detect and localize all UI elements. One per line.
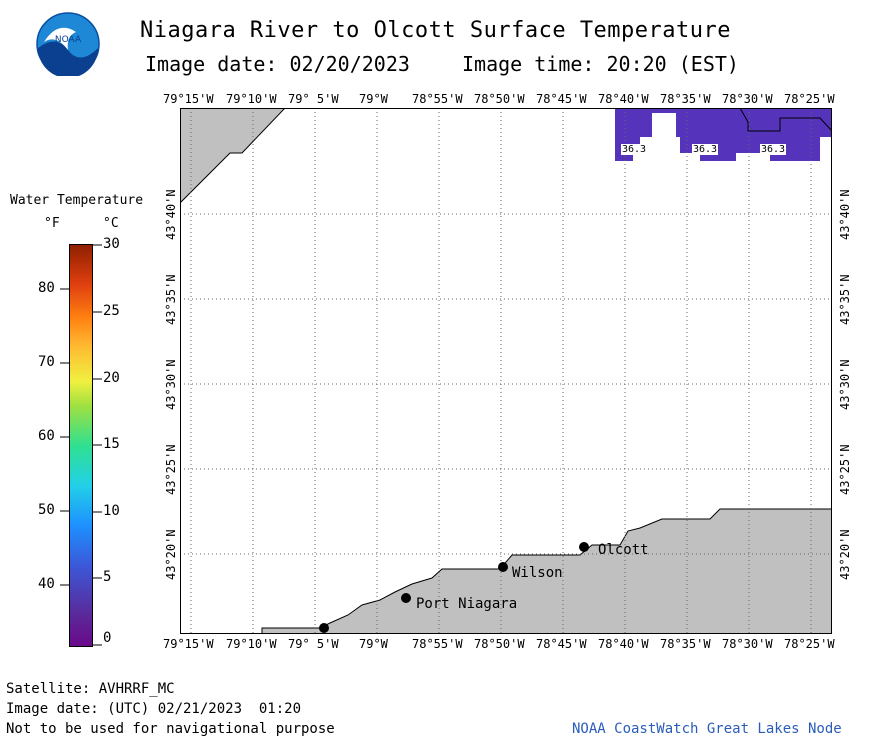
lon-top-8: 78°35'W <box>660 92 711 106</box>
credit-label: NOAA CoastWatch Great Lakes Node <box>572 721 842 737</box>
lat-left-4: 43°20'N <box>164 529 178 580</box>
lon-bottom-5: 78°50'W <box>474 637 525 651</box>
scale-c-20: 20 <box>103 370 120 386</box>
noaa-logo: NOAA <box>36 12 100 78</box>
scale-f-40: 40 <box>38 576 55 592</box>
utc-date-label: Image date: (UTC) 02/21/2023 01:20 <box>6 701 302 717</box>
lon-top-9: 78°30'W <box>722 92 773 106</box>
lon-top-7: 78°40'W <box>598 92 649 106</box>
color-scale-bar <box>69 244 93 647</box>
lon-bottom-4: 78°55'W <box>412 637 463 651</box>
lon-top-1: 79°10'W <box>226 92 277 106</box>
scale-f-80: 80 <box>38 280 55 296</box>
satellite-label: Satellite: AVHRRF_MC <box>6 681 175 697</box>
city-label-wilson: Wilson <box>512 565 563 581</box>
color-scale-ticks <box>60 244 104 646</box>
lon-bottom-8: 78°35'W <box>660 637 711 651</box>
logo-text: NOAA <box>55 35 82 45</box>
image-time: Image time: 20:20 (EST) <box>462 52 739 76</box>
temp-value-3: 36.3 <box>760 144 787 155</box>
lon-bottom-10: 78°25'W <box>784 637 835 651</box>
image-date: Image date: 02/20/2023 <box>145 52 410 76</box>
scale-c-0: 0 <box>103 630 112 646</box>
lon-top-5: 78°50'W <box>474 92 525 106</box>
lon-bottom-1: 79°10'W <box>226 637 277 651</box>
lon-top-3: 79°W <box>359 92 388 106</box>
city-dot-wilson <box>498 562 508 572</box>
lat-left-3: 43°25'N <box>164 444 178 495</box>
lat-right-1: 43°35'N <box>838 274 852 325</box>
lon-bottom-2: 79° 5'W <box>288 637 339 651</box>
scale-c-5: 5 <box>103 569 112 585</box>
lon-top-2: 79° 5'W <box>288 92 339 106</box>
scale-f-70: 70 <box>38 354 55 370</box>
scale-c-10: 10 <box>103 503 120 519</box>
temp-value-2: 36.3 <box>692 144 719 155</box>
scale-f-60: 60 <box>38 428 55 444</box>
temp-value-1: 36.3 <box>621 144 648 155</box>
scale-c-15: 15 <box>103 436 120 452</box>
lon-top-10: 78°25'W <box>784 92 835 106</box>
lon-bottom-3: 79°W <box>359 637 388 651</box>
scale-c-25: 25 <box>103 303 120 319</box>
city-dot-olcott <box>579 542 589 552</box>
lat-right-3: 43°25'N <box>838 444 852 495</box>
disclaimer-label: Not to be used for navigational purpose <box>6 721 335 737</box>
lat-right-4: 43°20'N <box>838 529 852 580</box>
lat-right-0: 43°40'N <box>838 189 852 240</box>
scale-c-30: 30 <box>103 236 120 252</box>
city-label-olcott: Olcott <box>598 542 649 558</box>
scale-f-50: 50 <box>38 502 55 518</box>
city-label-port-niagara: Port Niagara <box>416 596 518 612</box>
lon-top-6: 78°45'W <box>536 92 587 106</box>
lon-top-0: 79°15'W <box>163 92 214 106</box>
lon-bottom-9: 78°30'W <box>722 637 773 651</box>
city-dot-niagara-fort <box>319 623 329 633</box>
lon-top-4: 78°55'W <box>412 92 463 106</box>
lat-left-2: 43°30'N <box>164 359 178 410</box>
city-dot-port-niagara <box>401 593 411 603</box>
lon-bottom-6: 78°45'W <box>536 637 587 651</box>
legend-title: Water Temperature <box>10 193 144 208</box>
map-area <box>179 107 833 635</box>
legend-unit-c: °C <box>103 216 119 231</box>
legend-unit-f: °F <box>44 216 60 231</box>
lat-right-2: 43°30'N <box>838 359 852 410</box>
lat-left-0: 43°40'N <box>164 189 178 240</box>
lon-bottom-0: 79°15'W <box>163 637 214 651</box>
lon-bottom-7: 78°40'W <box>598 637 649 651</box>
page-title: Niagara River to Olcott Surface Temperat… <box>139 18 732 43</box>
lat-left-1: 43°35'N <box>164 274 178 325</box>
